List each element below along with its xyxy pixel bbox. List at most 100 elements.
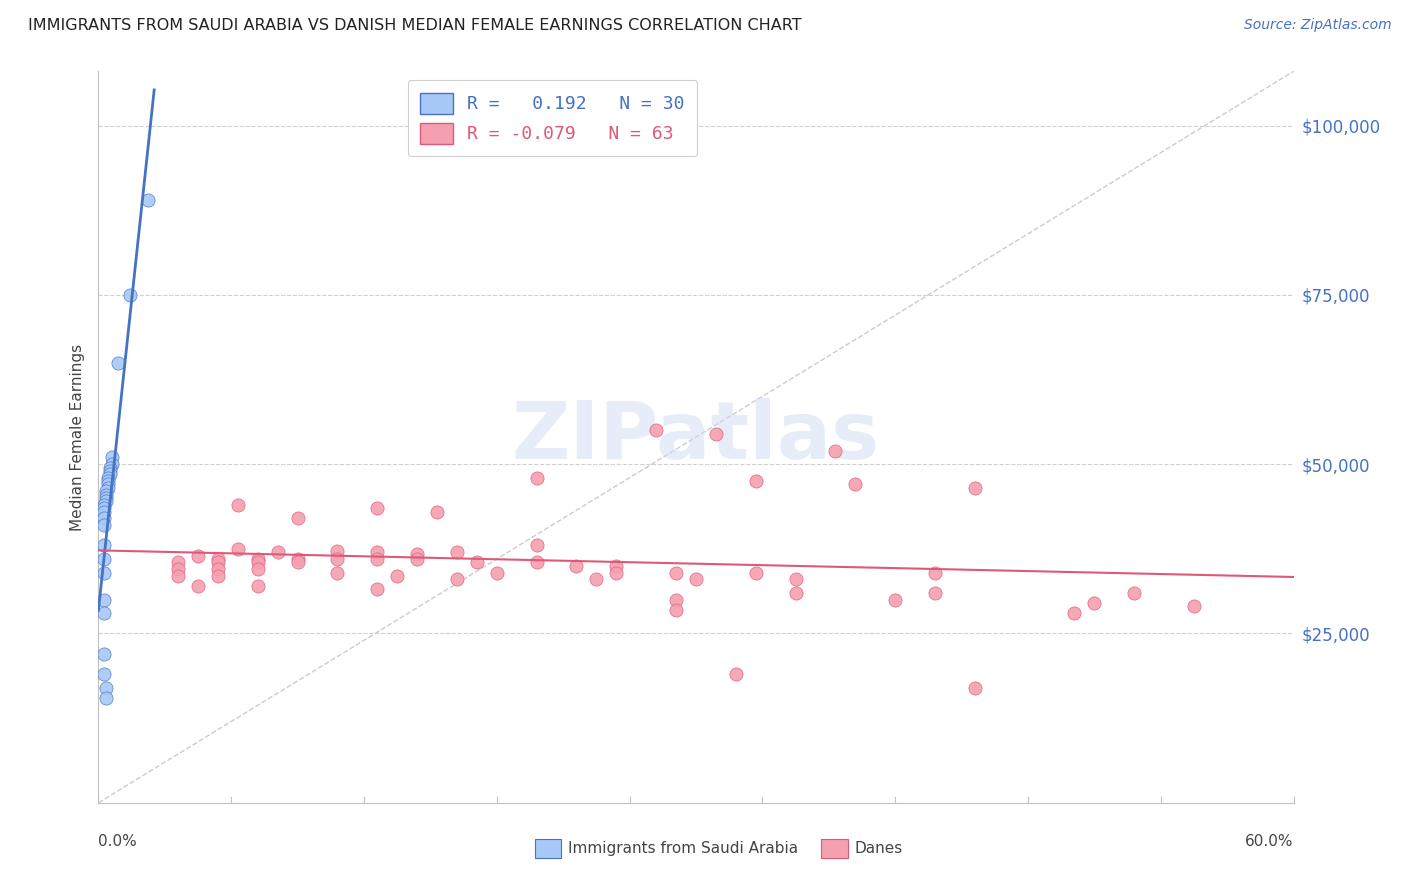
Point — [785, 586, 807, 600]
Point — [93, 606, 115, 620]
Point — [426, 505, 449, 519]
Point — [287, 552, 309, 566]
Point — [685, 572, 707, 586]
Point — [93, 566, 115, 580]
Point — [100, 467, 122, 482]
Point — [884, 592, 907, 607]
Point — [585, 572, 607, 586]
Point — [97, 471, 120, 485]
Point — [704, 426, 727, 441]
Point — [963, 481, 986, 495]
Point — [745, 566, 768, 580]
Text: Danes: Danes — [855, 840, 903, 855]
Point — [207, 555, 229, 569]
Y-axis label: Median Female Earnings: Median Female Earnings — [69, 343, 84, 531]
Point — [526, 538, 548, 552]
Point — [745, 474, 768, 488]
Point — [724, 667, 747, 681]
Point — [100, 460, 122, 475]
Point — [924, 566, 946, 580]
Point — [187, 549, 209, 563]
Point — [101, 450, 124, 465]
Point — [446, 545, 468, 559]
Text: Source: ZipAtlas.com: Source: ZipAtlas.com — [1244, 18, 1392, 32]
Text: ZIPatlas: ZIPatlas — [512, 398, 880, 476]
Point — [1063, 606, 1085, 620]
Point — [96, 494, 118, 508]
Point — [93, 552, 115, 566]
Point — [665, 603, 688, 617]
Point — [96, 488, 118, 502]
Point — [366, 501, 388, 516]
Point — [924, 586, 946, 600]
Point — [366, 582, 388, 597]
Point — [605, 558, 627, 573]
Text: 0.0%: 0.0% — [98, 834, 138, 849]
Point — [406, 552, 429, 566]
Point — [526, 471, 548, 485]
Point — [96, 690, 118, 705]
Point — [824, 443, 846, 458]
Point — [93, 498, 115, 512]
Point — [366, 552, 388, 566]
Point — [100, 464, 122, 478]
Point — [1123, 586, 1146, 600]
Point — [1182, 599, 1205, 614]
Point — [326, 544, 349, 558]
Text: Immigrants from Saudi Arabia: Immigrants from Saudi Arabia — [568, 840, 799, 855]
FancyBboxPatch shape — [821, 839, 848, 858]
Point — [96, 484, 118, 499]
Point — [97, 481, 120, 495]
Point — [963, 681, 986, 695]
Point — [246, 562, 269, 576]
Point — [101, 457, 124, 471]
Point — [665, 566, 688, 580]
Point — [93, 511, 115, 525]
Point — [97, 477, 120, 491]
Point — [226, 541, 249, 556]
Point — [96, 491, 118, 505]
Point — [605, 566, 627, 580]
Point — [246, 555, 269, 569]
Point — [565, 558, 588, 573]
Point — [406, 547, 429, 561]
Point — [785, 572, 807, 586]
Point — [385, 569, 409, 583]
Point — [446, 572, 468, 586]
Point — [96, 681, 118, 695]
Point — [93, 667, 115, 681]
Point — [267, 545, 290, 559]
FancyBboxPatch shape — [534, 839, 561, 858]
Point — [226, 498, 249, 512]
Point — [93, 501, 115, 516]
Point — [485, 566, 508, 580]
Point — [93, 505, 115, 519]
Point — [246, 579, 269, 593]
Point — [120, 288, 142, 302]
Point — [207, 562, 229, 576]
Point — [465, 555, 488, 569]
Point — [93, 518, 115, 533]
Point — [366, 545, 388, 559]
Point — [207, 569, 229, 583]
Point — [93, 647, 115, 661]
Point — [167, 562, 190, 576]
Point — [167, 569, 190, 583]
Point — [326, 552, 349, 566]
Point — [97, 474, 120, 488]
Point — [107, 355, 129, 369]
Point — [287, 555, 309, 569]
Point — [526, 555, 548, 569]
Legend: R =   0.192   N = 30, R = -0.079   N = 63: R = 0.192 N = 30, R = -0.079 N = 63 — [408, 80, 697, 156]
Point — [1083, 596, 1105, 610]
Point — [93, 592, 115, 607]
Point — [246, 552, 269, 566]
Point — [844, 477, 866, 491]
Point — [207, 552, 229, 566]
Point — [287, 511, 309, 525]
Text: 60.0%: 60.0% — [1246, 834, 1294, 849]
Point — [136, 193, 159, 207]
Point — [645, 423, 668, 437]
Point — [167, 555, 190, 569]
Text: IMMIGRANTS FROM SAUDI ARABIA VS DANISH MEDIAN FEMALE EARNINGS CORRELATION CHART: IMMIGRANTS FROM SAUDI ARABIA VS DANISH M… — [28, 18, 801, 33]
